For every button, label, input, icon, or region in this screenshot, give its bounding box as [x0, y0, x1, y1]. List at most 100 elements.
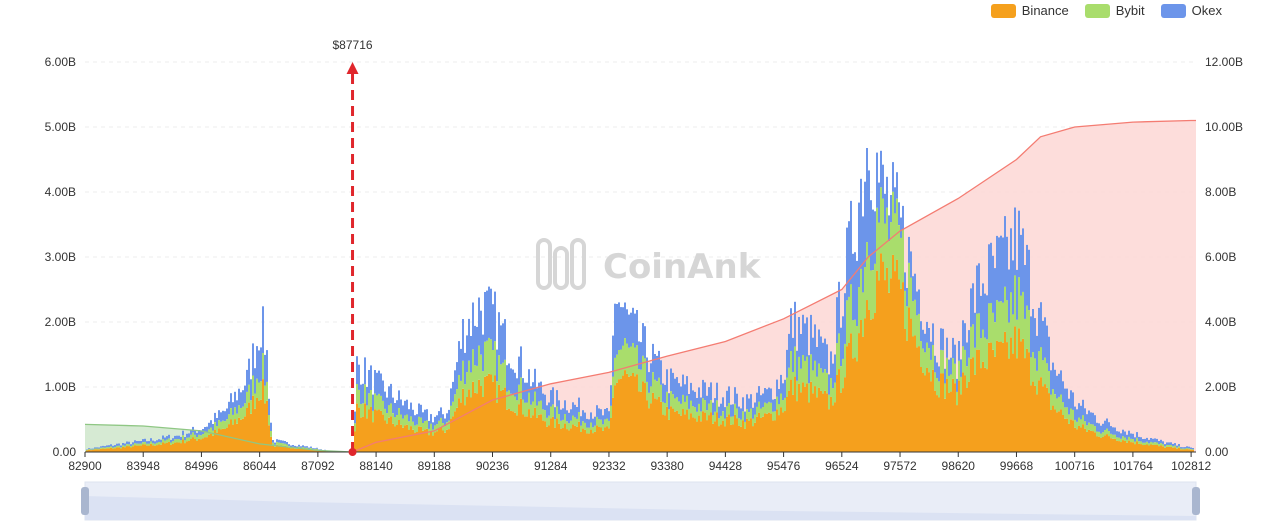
bar-okex [1094, 415, 1096, 427]
bar-bybit [440, 417, 442, 427]
bar-bybit [640, 369, 642, 392]
bar-okex [144, 438, 146, 442]
bar-okex [186, 433, 188, 438]
bar-bybit [584, 422, 586, 430]
bar-binance [366, 418, 368, 452]
bar-okex [764, 388, 766, 403]
bar-binance [776, 409, 778, 452]
bar-binance [854, 357, 856, 452]
bar-okex [384, 391, 386, 409]
legend-item-bybit[interactable]: Bybit [1084, 3, 1145, 18]
x-axis-tick-label: 102812 [1171, 459, 1211, 473]
bar-binance [1044, 384, 1046, 452]
bar-bybit [926, 342, 928, 368]
bar-bybit [890, 222, 892, 279]
bar-okex [768, 387, 770, 402]
bar-bybit [704, 400, 706, 413]
bar-binance [584, 429, 586, 452]
bar-bybit [580, 425, 582, 432]
bar-binance [476, 393, 478, 452]
zoom-slider-right-handle[interactable] [1192, 487, 1200, 515]
bar-bybit [608, 420, 610, 429]
bar-bybit [450, 405, 452, 419]
bar-bybit [470, 372, 472, 398]
bar-binance [650, 403, 652, 452]
bar-okex [1008, 269, 1010, 323]
bar-okex [784, 379, 786, 398]
bar-binance [150, 443, 152, 452]
bar-binance [286, 446, 288, 452]
bar-bybit [548, 415, 550, 426]
bar-binance [428, 435, 430, 452]
bar-binance [136, 445, 138, 452]
bar-okex [216, 418, 218, 426]
zoom-slider-left-handle[interactable] [81, 487, 89, 515]
bar-binance [588, 433, 590, 452]
bar-binance [164, 443, 166, 452]
bar-binance [568, 430, 570, 452]
left-axis-tick-label: 3.00B [45, 250, 76, 264]
bar-bybit [644, 358, 646, 384]
bar-binance [464, 405, 466, 452]
bar-bybit [956, 391, 958, 406]
bar-bybit [236, 413, 238, 424]
bar-okex [840, 327, 842, 367]
bar-binance [430, 431, 432, 452]
bar-bybit [626, 343, 628, 374]
bar-bybit [1030, 357, 1032, 386]
right-axis-tick-label: 4.00B [1205, 315, 1236, 329]
current-price-arrow [346, 62, 359, 74]
bar-bybit [1012, 314, 1014, 354]
bar-bybit [852, 320, 854, 359]
bar-bybit [158, 442, 160, 445]
bar-binance [244, 416, 246, 452]
bar-okex [116, 443, 118, 446]
bar-binance [196, 440, 198, 452]
bar-okex [892, 162, 894, 192]
bar-binance [392, 423, 394, 452]
bar-bybit [938, 381, 940, 398]
bar-bybit [134, 443, 136, 446]
bar-binance [432, 435, 434, 452]
bar-okex [628, 314, 630, 348]
bar-bybit [1124, 437, 1126, 441]
bar-binance [930, 381, 932, 452]
bar-bybit [284, 443, 286, 446]
bar-binance [174, 442, 176, 452]
bar-bybit [762, 407, 764, 417]
bar-bybit [650, 386, 652, 404]
bar-okex [296, 446, 298, 448]
bar-bybit [242, 406, 244, 419]
bar-okex [520, 346, 522, 378]
bar-binance [112, 448, 114, 452]
x-axis-tick-label: 100716 [1055, 459, 1095, 473]
bar-binance [982, 361, 984, 452]
bar-okex [558, 400, 560, 414]
bar-okex [1130, 433, 1132, 439]
bar-bybit [1040, 347, 1042, 378]
zoom-slider[interactable] [81, 481, 1200, 521]
bar-okex [90, 448, 92, 450]
bar-okex [900, 217, 902, 238]
bar-binance [210, 433, 212, 452]
bar-binance [356, 403, 358, 452]
bar-okex [408, 409, 410, 422]
bar-bybit [732, 416, 734, 425]
bar-okex [1014, 207, 1016, 276]
bar-bybit [1036, 370, 1038, 395]
bar-okex [266, 350, 268, 382]
bar-okex [440, 407, 442, 418]
legend-item-binance[interactable]: Binance [990, 3, 1069, 18]
bar-bybit [780, 393, 782, 408]
bar-okex [1078, 403, 1080, 418]
bar-binance [712, 424, 714, 452]
bar-bybit [1034, 358, 1036, 386]
bar-bybit [1172, 446, 1174, 448]
liquidation-bars [86, 148, 1194, 453]
bar-okex [858, 202, 860, 287]
watermark-text: CoinAnk [603, 247, 762, 287]
legend-item-okex[interactable]: Okex [1160, 3, 1222, 18]
bar-binance [606, 426, 608, 452]
bar-binance [494, 375, 496, 452]
bar-okex [928, 328, 930, 349]
